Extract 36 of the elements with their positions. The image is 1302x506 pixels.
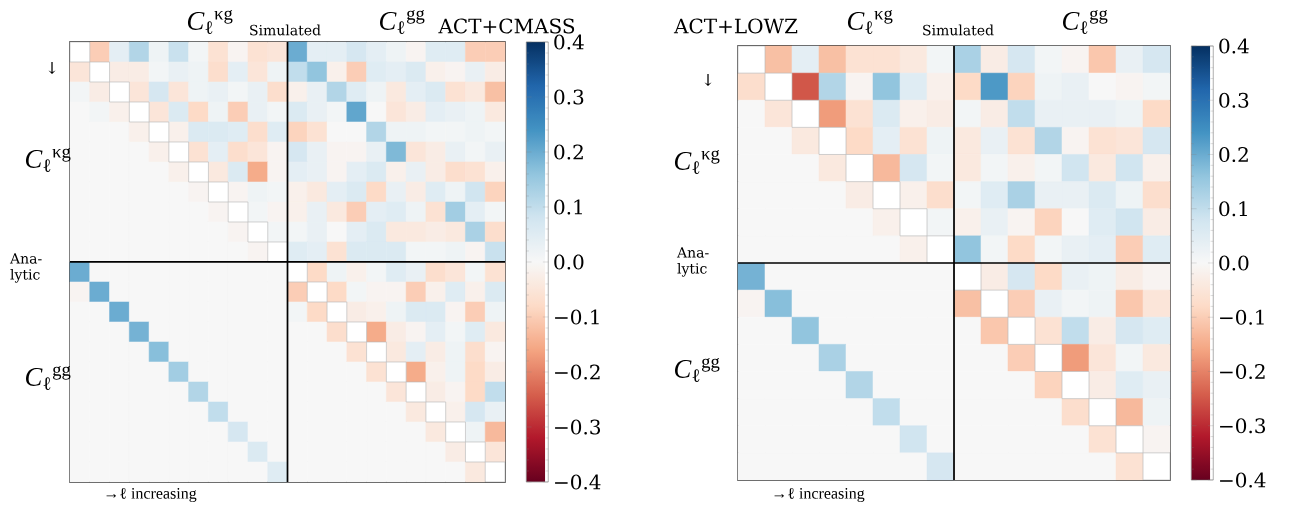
text: C$_{ℓ}$gg [675, 357, 720, 382]
chart-title: ACT+LOWZ [673, 18, 798, 34]
color-bar-label: 0.0 [1219, 255, 1249, 271]
annotation: C$_{ℓ}$κg [25, 147, 71, 172]
text: →ℓ increasing [106, 487, 197, 502]
color-bar-label: 0.1 [554, 199, 582, 215]
color-bar-label: 0.3 [554, 89, 584, 105]
text: ↓ [48, 61, 56, 74]
chart-title: ACT+CMASS [438, 18, 575, 34]
text: C$_{ℓ}$κg [674, 149, 720, 174]
color-bar-label: −0.3 [1220, 417, 1266, 434]
color-bar-label: 0.4 [554, 34, 584, 50]
text: C$_{ℓ}$κg [847, 9, 893, 34]
color-bar-label: −0.1 [555, 309, 599, 325]
color-bar-label: −0.4 [555, 474, 601, 490]
text: →ℓ increasing [774, 487, 865, 502]
color-bar-label: 0.2 [554, 144, 583, 160]
color-bar-label: −0.3 [555, 419, 601, 435]
text: Ana-lytic [676, 247, 709, 277]
color-bar-label: −0.2 [1220, 363, 1265, 379]
text: C$_{ℓ}$gg [380, 9, 425, 34]
annotation: C$_{ℓ}$gg [26, 365, 71, 390]
color-bar-label: 0.2 [1219, 146, 1248, 162]
color-bar-label: 0.4 [1219, 38, 1249, 54]
text: Ana-lytic [9, 253, 42, 283]
text: C$_{ℓ}$κg [187, 9, 233, 34]
color-bar-label: −0.4 [1220, 472, 1266, 488]
color-bar-label: 0.0 [554, 254, 584, 270]
text: ↓ [704, 73, 712, 86]
text: Simulated [923, 24, 994, 36]
text: Simulated [250, 24, 321, 36]
color-bar-label: −0.1 [1220, 309, 1264, 325]
color-bar-label: −0.2 [555, 364, 600, 380]
color-bar-label: 0.1 [1219, 200, 1247, 217]
color-bar-label: 0.3 [1219, 92, 1249, 108]
text: C$_{ℓ}$gg [1063, 9, 1108, 34]
